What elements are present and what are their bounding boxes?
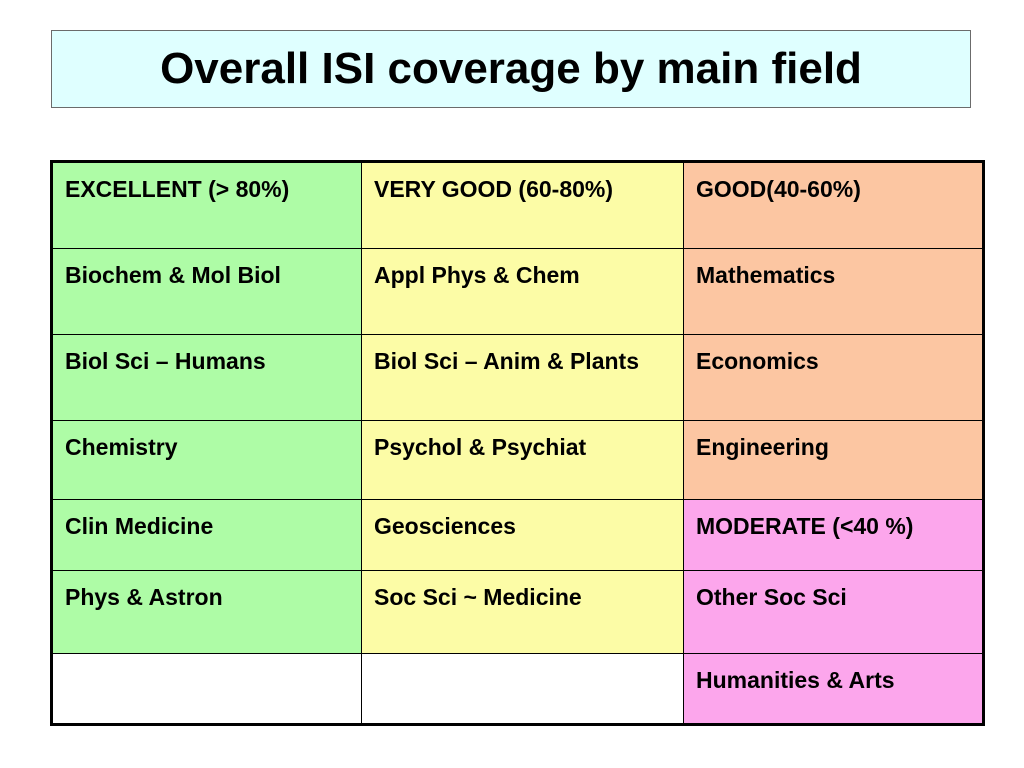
table-cell: MODERATE (<40 %)	[683, 499, 984, 571]
table-row: Biol Sci – Humans Biol Sci – Anim & Plan…	[51, 334, 984, 421]
table-cell: Geosciences	[361, 499, 684, 571]
table-row: Humanities & Arts	[51, 653, 984, 725]
table-cell: Clin Medicine	[51, 499, 362, 571]
table-row: Clin Medicine Geosciences MODERATE (<40 …	[51, 499, 984, 571]
table-row: Biochem & Mol Biol Appl Phys & Chem Math…	[51, 248, 984, 335]
table-cell: GOOD(40-60%)	[683, 161, 984, 249]
table-cell: Phys & Astron	[51, 570, 362, 654]
table-cell-empty	[51, 653, 362, 725]
table-row: Phys & Astron Soc Sci ~ Medicine Other S…	[51, 570, 984, 654]
table-cell: VERY GOOD (60-80%)	[361, 161, 684, 249]
slide-title: Overall ISI coverage by main field	[160, 44, 862, 93]
table-cell: Soc Sci ~ Medicine	[361, 570, 684, 654]
table-cell: EXCELLENT (> 80%)	[51, 161, 362, 249]
table-cell: Biol Sci – Humans	[51, 334, 362, 421]
table-row: EXCELLENT (> 80%) VERY GOOD (60-80%) GOO…	[51, 161, 984, 249]
table-cell: Mathematics	[683, 248, 984, 335]
title-box: Overall ISI coverage by main field	[51, 30, 971, 108]
table-cell: Biochem & Mol Biol	[51, 248, 362, 335]
coverage-table: EXCELLENT (> 80%) VERY GOOD (60-80%) GOO…	[50, 160, 985, 726]
table-cell: Other Soc Sci	[683, 570, 984, 654]
table-cell: Chemistry	[51, 420, 362, 500]
table-cell: Humanities & Arts	[683, 653, 984, 725]
table-cell: Economics	[683, 334, 984, 421]
table-cell: Appl Phys & Chem	[361, 248, 684, 335]
table-row: Chemistry Psychol & Psychiat Engineering	[51, 420, 984, 500]
table-cell: Engineering	[683, 420, 984, 500]
table-cell: Psychol & Psychiat	[361, 420, 684, 500]
table-cell: Biol Sci – Anim & Plants	[361, 334, 684, 421]
table-cell-empty	[361, 653, 684, 725]
